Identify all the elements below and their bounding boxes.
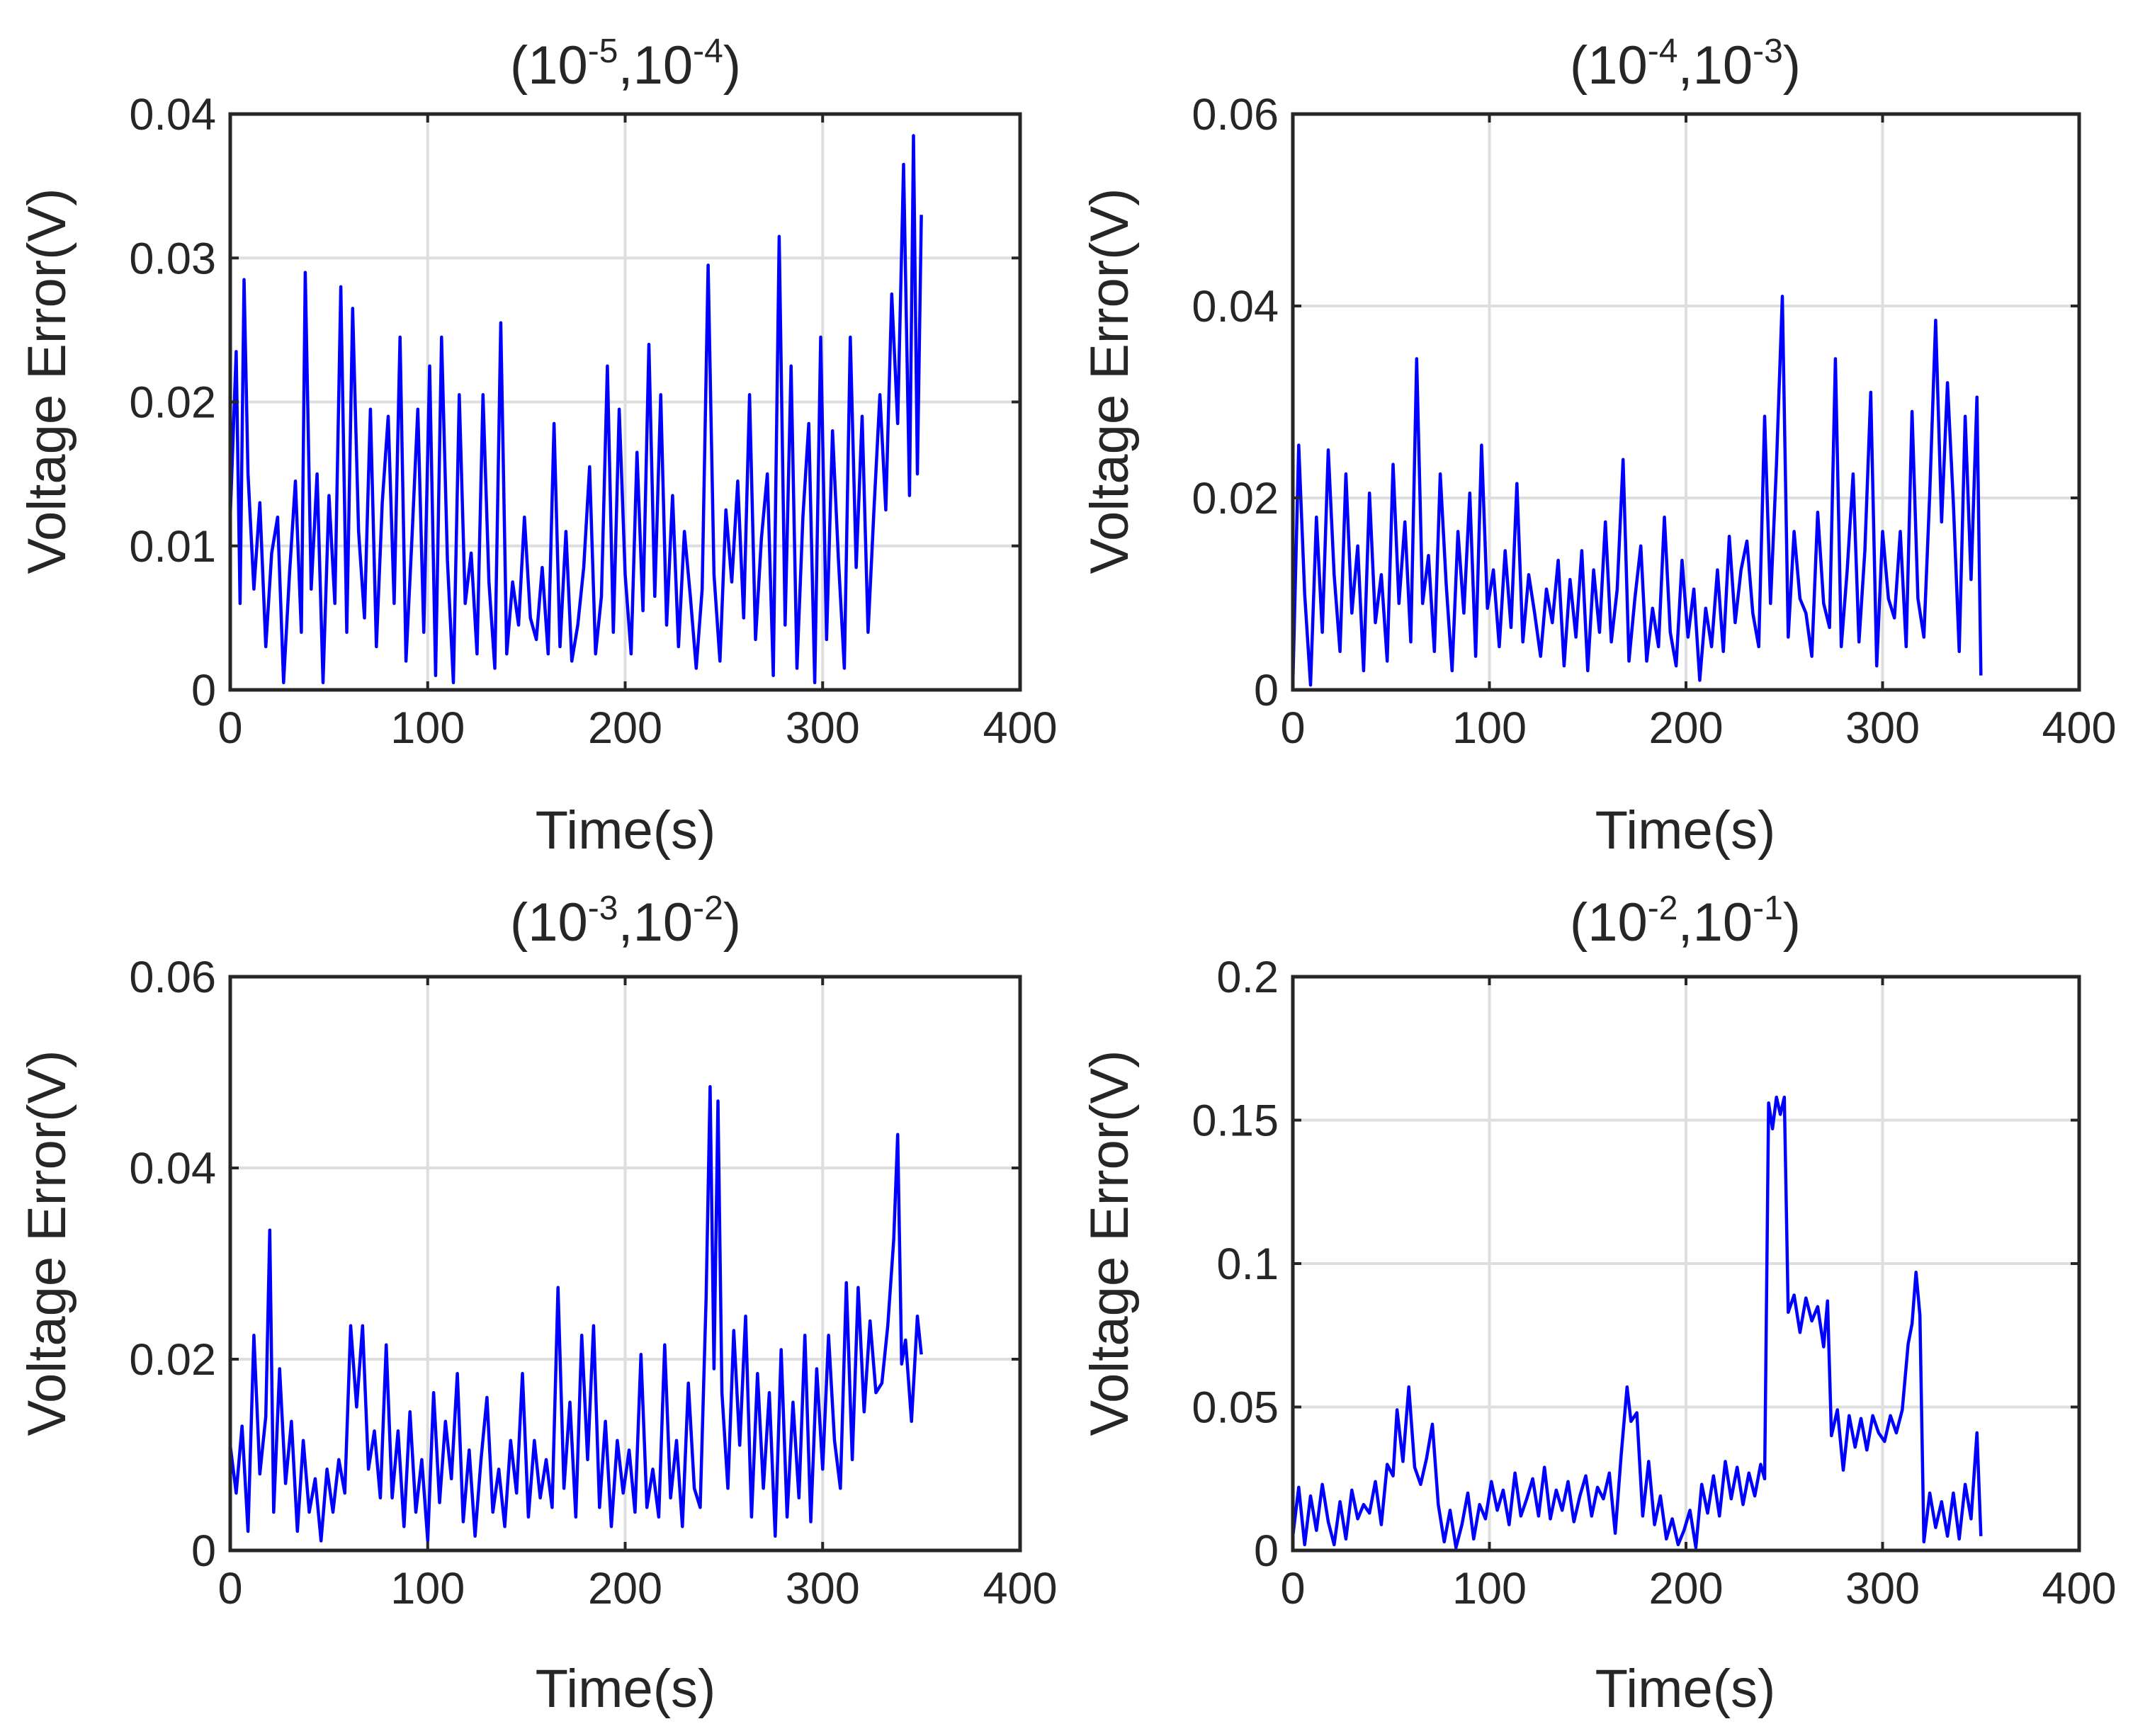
subplot-4: (10-2,10-1) 0 100 200 300 400 0 0.05 0.1 0.15 0.2…	[1080, 890, 2117, 1719]
subplot-1-ytick-label: 0.03	[129, 234, 216, 283]
subplot-4-xtick-label: 0	[1280, 1564, 1305, 1613]
subplot-2-series-error	[1291, 295, 1983, 687]
subplot-2-xtick-label: 400	[2042, 703, 2116, 753]
subplot-1: (10-5,10-4) 0 100 200 300 400 0 0.01 0.02 0.03 0.…	[17, 33, 1058, 861]
subplot-3-ylabel: Voltage Error(V)	[17, 1050, 77, 1436]
subplot-3-ytick-label: 0	[191, 1526, 216, 1576]
subplot-3-series-error	[228, 1085, 923, 1543]
subplot-1-ylabel: Voltage Error(V)	[17, 188, 77, 574]
subplot-4-ytick-label: 0.1	[1216, 1239, 1279, 1289]
subplot-2-ylabel: Voltage Error(V)	[1080, 188, 1140, 574]
subplot-3-xtick-label: 200	[588, 1564, 662, 1613]
subplot-1-xtick-label: 0	[217, 703, 242, 753]
subplot-3: (10-3,10-2) 0 100 200 300 400 0 0.02 0.04 0.06 T…	[17, 890, 1058, 1719]
subplot-4-ytick-label: 0.05	[1192, 1383, 1279, 1433]
subplot-1-xtick-label: 300	[786, 703, 860, 753]
subplot-1-ytick-label: 0.04	[129, 90, 216, 140]
subplot-1-ytick-label: 0.01	[129, 522, 216, 572]
subplot-2-xlabel: Time(s)	[1595, 800, 1776, 861]
subplot-1-xtick-label: 200	[588, 703, 662, 753]
subplot-1-ytick-label: 0	[191, 666, 216, 715]
subplot-2-xtick-label: 300	[1845, 703, 1920, 753]
subplot-4-ytick-label: 0.15	[1192, 1096, 1279, 1146]
subplot-1-series-error	[228, 134, 923, 685]
subplot-3-ytick-label: 0.04	[129, 1144, 216, 1193]
subplot-4-xtick-label: 200	[1648, 1564, 1723, 1613]
subplot-2-ytick-label: 0.04	[1192, 282, 1279, 331]
subplot-4-ytick-label: 0.2	[1216, 953, 1279, 1002]
subplot-4-ylabel: Voltage Error(V)	[1080, 1050, 1140, 1436]
subplot-1-xtick-label: 400	[983, 703, 1057, 753]
subplot-3-xtick-label: 300	[786, 1564, 860, 1613]
subplot-4-xtick-label: 100	[1452, 1564, 1527, 1613]
subplot-2-ytick-label: 0	[1254, 666, 1279, 715]
subplot-4-ytick-label: 0	[1254, 1526, 1279, 1576]
subplot-3-xtick-label: 400	[983, 1564, 1057, 1613]
subplot-2-xtick-label: 0	[1280, 703, 1305, 753]
subplot-4-xtick-label: 300	[1845, 1564, 1920, 1613]
subplot-3-title: (10-3,10-2)	[510, 890, 741, 953]
subplot-3-ytick-label: 0.06	[129, 953, 216, 1002]
subplot-2-xtick-label: 200	[1648, 703, 1723, 753]
subplot-3-xtick-label: 100	[390, 1564, 465, 1613]
subplot-2-ytick-label: 0.06	[1192, 90, 1279, 140]
subplot-4-xlabel: Time(s)	[1595, 1659, 1776, 1719]
subplot-4-series-error	[1291, 1095, 1983, 1550]
subplot-1-xtick-label: 100	[390, 703, 465, 753]
subplot-4-xtick-label: 400	[2042, 1564, 2116, 1613]
subplot-1-xlabel: Time(s)	[536, 800, 716, 861]
subplot-1-title: (10-5,10-4)	[510, 33, 741, 96]
subplot-3-xtick-label: 0	[217, 1564, 242, 1613]
subplot-2-ytick-label: 0.02	[1192, 474, 1279, 523]
subplot-2-xtick-label: 100	[1452, 703, 1527, 753]
subplot-4-title: (10-2,10-1)	[1570, 890, 1801, 953]
subplot-3-ytick-label: 0.02	[129, 1335, 216, 1385]
subplot-1-ytick-label: 0.02	[129, 378, 216, 428]
subplot-3-xlabel: Time(s)	[536, 1659, 716, 1719]
